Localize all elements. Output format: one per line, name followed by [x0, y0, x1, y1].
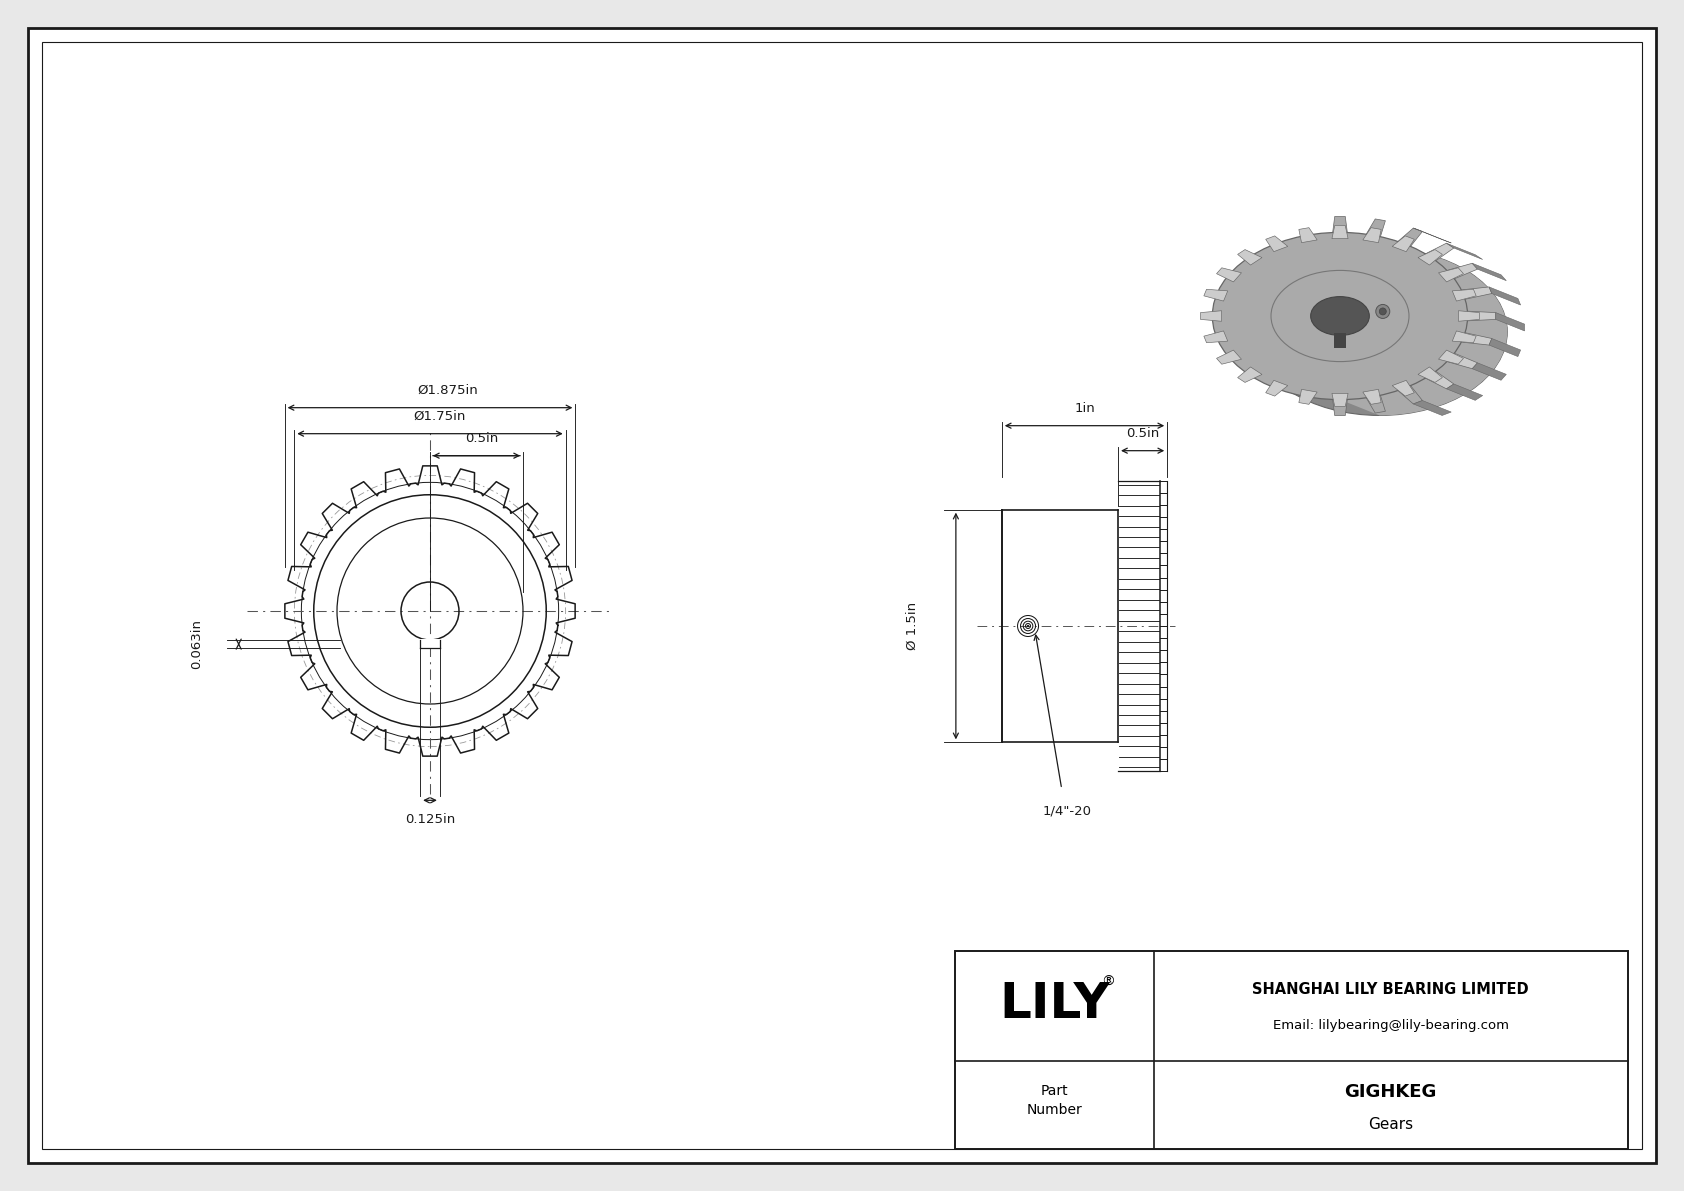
Polygon shape — [1238, 367, 1261, 382]
Polygon shape — [1420, 368, 1453, 388]
Circle shape — [1027, 625, 1029, 628]
Text: 0.5in: 0.5in — [465, 431, 498, 444]
Text: 1in: 1in — [1074, 401, 1095, 414]
Text: Email: lilybearing@lily-bearing.com: Email: lilybearing@lily-bearing.com — [1273, 1019, 1509, 1033]
Ellipse shape — [1310, 297, 1369, 336]
Text: Ø1.75in: Ø1.75in — [414, 410, 466, 423]
Polygon shape — [1332, 225, 1349, 238]
Polygon shape — [1418, 250, 1443, 266]
Polygon shape — [1452, 289, 1477, 301]
Text: 1/4"-20: 1/4"-20 — [1042, 804, 1091, 817]
Polygon shape — [1271, 272, 1369, 376]
Polygon shape — [1340, 232, 1507, 416]
Polygon shape — [1238, 250, 1261, 266]
Text: LILY: LILY — [999, 980, 1110, 1028]
Polygon shape — [1462, 311, 1495, 322]
Polygon shape — [1413, 400, 1452, 416]
Ellipse shape — [1271, 270, 1410, 362]
Bar — [1334, 332, 1346, 348]
Polygon shape — [1438, 268, 1463, 282]
Text: 0.063in: 0.063in — [190, 619, 204, 669]
Polygon shape — [1455, 331, 1492, 345]
Circle shape — [1379, 308, 1386, 314]
Text: Ø 1.5in: Ø 1.5in — [906, 601, 918, 650]
Polygon shape — [1420, 243, 1453, 264]
Polygon shape — [1413, 227, 1452, 243]
Polygon shape — [1438, 350, 1463, 364]
Polygon shape — [1455, 287, 1492, 300]
Polygon shape — [1332, 395, 1347, 416]
Text: ®: ® — [1101, 974, 1115, 989]
Polygon shape — [1495, 312, 1524, 331]
Polygon shape — [1364, 391, 1386, 413]
Polygon shape — [1362, 389, 1381, 404]
Text: Gears: Gears — [1367, 1117, 1413, 1131]
Polygon shape — [1418, 367, 1443, 382]
Polygon shape — [1489, 287, 1521, 305]
Polygon shape — [1216, 350, 1241, 364]
Polygon shape — [1298, 227, 1317, 243]
Polygon shape — [1447, 384, 1482, 400]
Polygon shape — [1204, 331, 1228, 343]
Bar — [421, 640, 440, 648]
Ellipse shape — [1212, 232, 1468, 400]
Polygon shape — [1332, 393, 1349, 406]
Polygon shape — [1394, 382, 1423, 404]
Polygon shape — [1452, 331, 1477, 343]
Polygon shape — [1266, 236, 1288, 251]
Polygon shape — [1393, 236, 1415, 251]
Polygon shape — [1458, 311, 1480, 322]
Polygon shape — [1472, 263, 1505, 281]
Bar — [955, 950, 1628, 1149]
Polygon shape — [1298, 389, 1317, 404]
Text: GIGHKEG: GIGHKEG — [1344, 1083, 1436, 1100]
Text: Ø1.875in: Ø1.875in — [418, 384, 478, 397]
Text: Part
Number: Part Number — [1026, 1084, 1083, 1117]
Polygon shape — [1442, 351, 1477, 369]
Text: 0.5in: 0.5in — [1127, 426, 1159, 439]
Polygon shape — [1447, 243, 1482, 260]
Polygon shape — [1364, 219, 1386, 241]
Polygon shape — [1204, 289, 1228, 301]
Polygon shape — [1216, 268, 1241, 282]
Polygon shape — [1394, 227, 1423, 250]
Text: 0.125in: 0.125in — [404, 813, 455, 827]
Text: SHANGHAI LILY BEARING LIMITED: SHANGHAI LILY BEARING LIMITED — [1253, 983, 1529, 997]
Polygon shape — [1489, 338, 1521, 356]
Ellipse shape — [1251, 248, 1507, 416]
Polygon shape — [1332, 217, 1347, 237]
Bar — [955, 950, 1628, 1149]
Polygon shape — [1393, 380, 1415, 397]
Polygon shape — [1362, 227, 1381, 243]
Circle shape — [1376, 305, 1389, 318]
Polygon shape — [1266, 380, 1288, 397]
Polygon shape — [1201, 311, 1221, 322]
Polygon shape — [1472, 363, 1505, 380]
Polygon shape — [1442, 263, 1477, 281]
